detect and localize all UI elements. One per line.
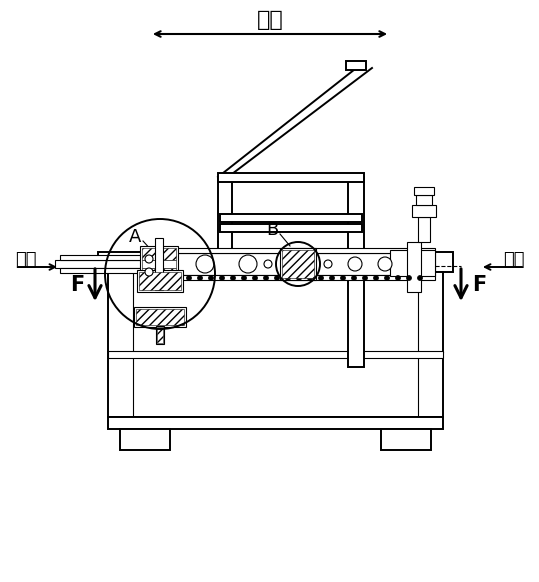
Circle shape [308,275,313,281]
Text: 横向: 横向 [257,10,284,30]
Text: F: F [70,275,84,295]
Bar [148,248,435,253]
Circle shape [348,257,362,271]
Bar [60,255,145,260]
Bar [108,272,443,417]
Bar [108,351,443,358]
Circle shape [197,275,203,281]
Bar [412,205,436,217]
Bar [55,260,150,268]
Circle shape [196,255,214,273]
Circle shape [406,275,411,281]
Circle shape [239,255,257,273]
Bar [148,275,435,280]
Bar [157,327,163,343]
Circle shape [145,255,153,263]
Bar [414,187,434,195]
Bar [98,252,453,272]
Circle shape [274,275,280,281]
Bar [136,309,184,325]
Circle shape [264,275,268,281]
Bar [142,248,176,260]
Circle shape [186,275,191,281]
Text: A: A [129,228,141,246]
Circle shape [145,268,153,276]
Bar [348,177,364,367]
Circle shape [209,275,213,281]
Bar [280,248,316,280]
Circle shape [384,275,390,281]
Bar [156,326,164,344]
Circle shape [329,275,335,281]
Circle shape [374,275,378,281]
Circle shape [219,275,225,281]
Text: B: B [266,221,278,239]
Bar [120,429,170,450]
Bar [218,177,232,277]
Bar [142,268,176,280]
Circle shape [252,275,258,281]
Bar [142,260,176,268]
Bar [407,242,421,292]
Bar [346,61,366,70]
Bar [155,238,163,290]
Circle shape [378,257,392,271]
Circle shape [341,275,345,281]
Circle shape [324,260,332,268]
Bar [390,250,435,276]
Circle shape [176,275,181,281]
Bar [148,253,435,275]
Bar [134,307,186,327]
Circle shape [296,275,301,281]
Circle shape [264,260,272,268]
Bar [60,268,145,273]
Bar [139,272,181,290]
Bar [137,270,183,292]
Circle shape [241,275,246,281]
Bar [282,250,314,278]
Text: 后侧: 后侧 [15,251,37,269]
Bar [140,246,178,282]
Circle shape [363,275,368,281]
Text: F: F [472,275,486,295]
Bar [218,173,364,182]
Circle shape [418,275,423,281]
Bar [418,217,430,242]
Text: 前侧: 前侧 [503,251,525,269]
Circle shape [396,275,400,281]
Circle shape [231,275,236,281]
Bar [220,214,362,222]
Bar [108,417,443,429]
Bar [220,224,362,232]
Bar [416,195,432,205]
Bar [381,429,431,450]
Circle shape [351,275,356,281]
Circle shape [319,275,323,281]
Circle shape [286,275,291,281]
